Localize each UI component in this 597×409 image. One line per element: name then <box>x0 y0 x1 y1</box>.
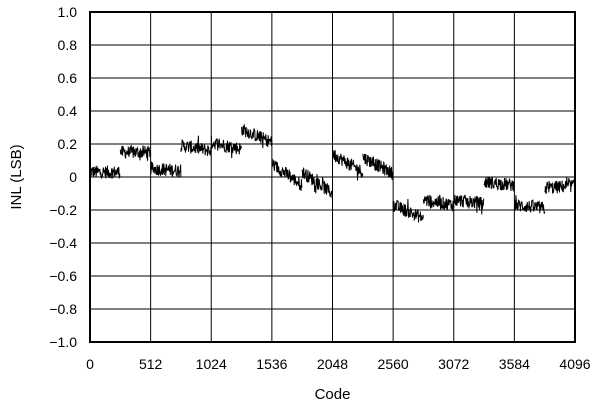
inl-segment-10 <box>392 198 424 223</box>
y-tick-label: 0.8 <box>58 37 78 53</box>
y-tick-label: 0.2 <box>58 136 78 152</box>
inl-segment-3 <box>180 135 212 156</box>
y-tick-label: 0.4 <box>58 103 78 119</box>
inl-segment-13 <box>483 176 515 192</box>
plot-frame <box>89 11 576 343</box>
inl-segment-8 <box>332 147 364 181</box>
y-tick-label: −1.0 <box>49 334 77 350</box>
grid-lines <box>90 12 575 342</box>
x-tick-label: 1024 <box>196 356 227 372</box>
inl-segment-11 <box>422 194 455 212</box>
inl-segment-4 <box>210 136 243 159</box>
y-tick-label: 0.6 <box>58 70 78 86</box>
y-tick-label: −0.4 <box>49 235 77 251</box>
y-axis-label: INL (LSB) <box>8 144 25 209</box>
inl-segment-5 <box>241 124 273 149</box>
x-tick-label: 4096 <box>559 356 590 372</box>
x-tick-labels: 0 512 1024 1536 2048 2560 3072 3584 4096 <box>86 356 591 372</box>
x-tick-label: 3072 <box>438 356 469 372</box>
inl-segment-6 <box>271 158 303 191</box>
x-tick-label: 1536 <box>256 356 287 372</box>
inl-series <box>89 124 576 223</box>
inl-segment-14 <box>513 195 546 214</box>
x-tick-label: 0 <box>86 356 94 372</box>
y-tick-label: −0.8 <box>49 301 77 317</box>
inl-segment-2 <box>150 160 182 179</box>
inl-segment-0 <box>89 165 121 179</box>
x-tick-label: 2560 <box>378 356 409 372</box>
y-tick-labels: 1.0 0.8 0.6 0.4 0.2 0 −0.2 −0.4 −0.6 −0.8 −1.0 <box>49 4 77 350</box>
y-tick-label: −0.2 <box>49 202 77 218</box>
y-tick-label: −0.6 <box>49 268 77 284</box>
y-tick-label: 1.0 <box>58 4 78 20</box>
inl-segment-7 <box>301 167 333 199</box>
inl-segment-12 <box>453 194 485 215</box>
x-tick-label: 512 <box>139 356 163 372</box>
inl-segment-1 <box>119 144 152 161</box>
x-tick-label: 2048 <box>317 356 348 372</box>
inl-segment-9 <box>362 153 394 181</box>
x-tick-label: 3584 <box>499 356 530 372</box>
x-axis-label: Code <box>315 386 351 403</box>
y-tick-label: 0 <box>69 169 77 185</box>
inl-segment-15 <box>544 177 576 194</box>
